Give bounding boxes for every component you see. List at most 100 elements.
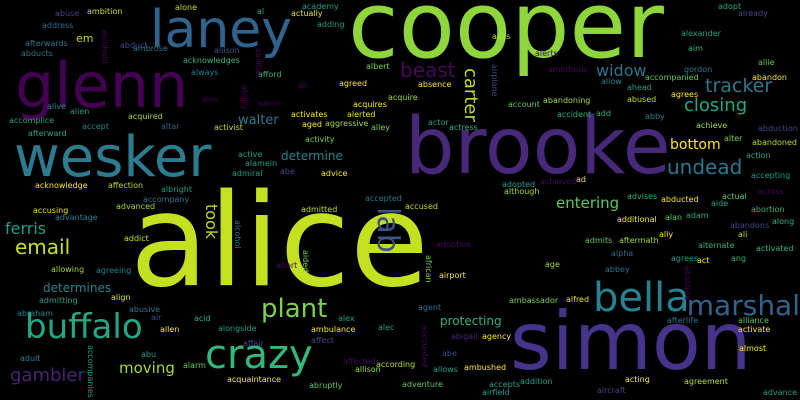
word-according: according (376, 360, 416, 369)
word-adopted: adopted (502, 180, 536, 189)
word-addict: addict (124, 234, 149, 243)
word-albright: albright (161, 185, 192, 194)
word-moving: moving (119, 359, 175, 377)
word-determines: determines (43, 281, 112, 295)
word-aim: aim (688, 44, 703, 53)
word-tracker: tracker (705, 75, 773, 97)
word-ally: ally (659, 230, 674, 239)
word-abort: abort (276, 261, 298, 270)
word-ad: ad (576, 175, 586, 184)
word-altar: altar (161, 122, 180, 131)
word-abandons: abandons (730, 221, 770, 230)
word-abraham: abraham (17, 309, 53, 318)
word-crazy: crazy (205, 332, 313, 378)
word-academy: academy (302, 2, 339, 11)
word-ferris: ferris (5, 219, 47, 238)
word-ambassador: ambassador (509, 296, 559, 305)
word-accompany: accompany (143, 195, 190, 204)
word-agency: agency (482, 332, 512, 341)
word-alternate: alternate (698, 241, 735, 250)
word-adding: adding (317, 20, 345, 29)
word-abducts: abducts (21, 49, 53, 58)
word-bottom: bottom (670, 137, 721, 153)
word-brooke: brooke (405, 102, 671, 192)
word-ambulance: ambulance (311, 325, 356, 334)
word-advance: advance (763, 388, 798, 397)
word-beast: beast (400, 58, 456, 82)
word-actress: actress (449, 123, 478, 132)
word-already: already (738, 9, 768, 18)
word-absolute: absolute (683, 266, 692, 301)
word-allowing: allowing (51, 265, 85, 274)
word-airfield: airfield (482, 388, 510, 397)
word-admitted: admitted (301, 205, 338, 214)
word-allison: allison (214, 46, 240, 55)
word-abby: abby (645, 112, 665, 121)
word-ang: ang (731, 254, 747, 263)
word-abbey: abbey (605, 265, 630, 274)
word-adam: adam (686, 211, 709, 220)
word-undead: undead (667, 155, 743, 179)
word-although: although (504, 187, 540, 196)
word-afterward: afterward (28, 129, 67, 138)
word-address: address (42, 21, 74, 30)
word-abortion: abortion (751, 205, 785, 214)
word-agrees: agrees (671, 90, 699, 99)
word-abruptly: abruptly (309, 381, 343, 390)
word-advises: advises (627, 192, 658, 201)
word-afterlife: afterlife (667, 316, 699, 325)
word-abe: abe (442, 349, 457, 358)
word-achieve: achieve (696, 121, 728, 130)
word-admiral: admiral (232, 169, 263, 178)
word-actually: actually (291, 9, 323, 18)
word-simon: simon (510, 295, 752, 388)
word-gordon: gordon (684, 65, 713, 74)
word-act: act (697, 256, 710, 265)
word-wesker: wesker (14, 125, 212, 190)
word-alfred: alfred (566, 295, 590, 304)
word-widow: widow (596, 61, 647, 80)
word-alamein: alamein (245, 159, 278, 168)
word-agreed: agreed (339, 79, 368, 88)
word-alive: alive (47, 102, 67, 111)
word-gambler: gambler (10, 365, 85, 386)
word-alongside: alongside (218, 324, 257, 333)
word-accompanied: accompanied (645, 73, 699, 82)
word-activated: activated (756, 244, 794, 253)
word-account: account (508, 100, 540, 109)
word-accounted: accounted (420, 325, 429, 367)
word-allow: allow (601, 77, 622, 86)
word-entering: entering (556, 194, 620, 212)
word-al: al (257, 7, 265, 16)
word-email: email (15, 235, 71, 259)
word-abe-2: abe (280, 167, 295, 176)
word-admits: admits (585, 236, 613, 245)
word-additional: additional (617, 215, 657, 224)
word-alcoholic: alcoholic (100, 30, 109, 66)
word-allison-2: allison (355, 365, 381, 374)
word-aggressive: aggressive (325, 119, 369, 128)
word-ability: ability (240, 85, 249, 110)
word-alliance: alliance (738, 316, 769, 325)
word-em: em (76, 32, 94, 45)
word-alerted: alerted (347, 110, 376, 119)
word-accepting: accepting (751, 171, 791, 180)
word-agrees-2: agrees (671, 254, 699, 263)
word-protecting: protecting (440, 314, 502, 328)
word-acknowledge: acknowledge (35, 181, 88, 190)
word-ambitious: ambitious (548, 65, 588, 74)
word-afford: afford (258, 70, 282, 79)
word-alexander: alexander (681, 29, 721, 38)
word-action: action (746, 151, 771, 160)
word-adoptive: adoptive (436, 240, 471, 249)
word-ah: ah (298, 81, 308, 90)
word-airplane: airplane (490, 64, 499, 97)
word-buffalo: buffalo (25, 307, 143, 347)
word-affair: affair (243, 339, 264, 348)
word-accusing: accusing (33, 206, 69, 215)
word-bella: bella (593, 275, 690, 321)
word-allen: allen (160, 325, 180, 334)
word-accident: accident (557, 110, 592, 119)
word-actual: actual (722, 192, 747, 201)
